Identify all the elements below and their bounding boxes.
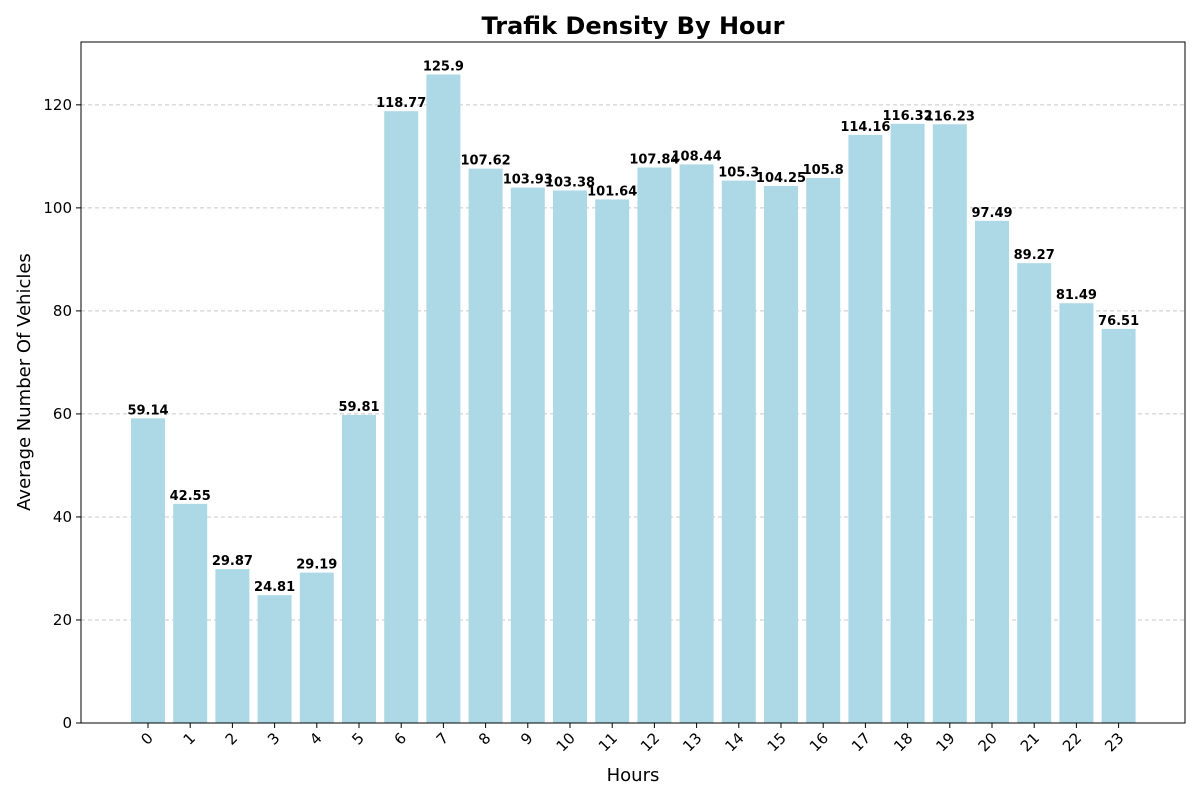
bar	[1059, 303, 1094, 723]
x-tick-label: 20	[975, 729, 1001, 755]
bar-value-label: 105.8	[803, 163, 844, 178]
chart-title: Trafik Density By Hour	[482, 12, 785, 40]
bar-value-label: 97.49	[971, 206, 1012, 221]
x-tick-label: 7	[433, 729, 452, 748]
y-tick-label: 20	[53, 611, 72, 629]
bar-value-label: 125.9	[423, 59, 464, 74]
y-tick-label: 80	[53, 302, 72, 320]
y-tick-label: 100	[43, 199, 72, 217]
bar-value-label: 24.81	[254, 580, 295, 595]
bar	[342, 414, 376, 723]
bar	[131, 418, 165, 723]
x-tick-label: 9	[517, 729, 536, 748]
bar	[384, 111, 419, 724]
bar	[975, 220, 1009, 723]
x-tick-label: 10	[553, 729, 579, 755]
bar	[553, 190, 587, 723]
x-tick-label: 0	[137, 729, 156, 748]
x-tick-label: 3	[264, 729, 283, 748]
bar	[679, 164, 714, 724]
bar	[848, 134, 883, 723]
bar-value-label: 103.38	[545, 175, 595, 190]
x-tick-label: 18	[890, 729, 916, 755]
x-axis-ticks: 0 1 2 3 4 5 6 7 8 9 10 11 12 13 14 15 16 17 18 19 20 21 22 23	[137, 723, 1127, 755]
y-axis-ticks: 0 20 40 60 80 100 120	[43, 96, 81, 732]
x-axis-label: Hours	[607, 765, 660, 786]
bar	[595, 199, 630, 724]
bar-value-label: 116.23	[925, 109, 975, 124]
bar	[1101, 328, 1136, 723]
x-tick-label: 14	[721, 729, 747, 755]
bar-value-label: 114.16	[840, 120, 890, 135]
x-tick-label: 5	[348, 729, 367, 748]
y-axis-label: Average Number Of Vehicles	[14, 253, 35, 511]
bar-value-label: 59.81	[338, 400, 379, 415]
bar-value-label: 76.51	[1098, 314, 1139, 329]
bar	[299, 572, 334, 723]
x-tick-label: 17	[848, 729, 874, 755]
bar	[806, 177, 841, 723]
bar	[173, 503, 208, 723]
x-tick-label: 2	[222, 729, 241, 748]
x-tick-label: 16	[806, 729, 832, 755]
bar-value-label: 89.27	[1014, 248, 1055, 263]
bar-value-label: 118.77	[376, 96, 426, 111]
x-tick-label: 1	[180, 729, 199, 748]
bar	[721, 180, 756, 724]
bar	[468, 168, 503, 724]
bar-value-label: 81.49	[1056, 288, 1097, 303]
y-tick-label: 60	[53, 405, 72, 423]
x-tick-label: 23	[1101, 729, 1127, 755]
bar	[1017, 263, 1052, 723]
bar	[510, 187, 545, 724]
x-tick-label: 6	[391, 729, 410, 748]
bar-value-label: 101.64	[587, 184, 637, 199]
x-tick-label: 12	[637, 729, 663, 755]
bar-value-label: 107.84	[629, 152, 679, 167]
y-tick-label: 40	[53, 508, 72, 526]
plot-area-frame	[80, 41, 1186, 724]
bar-value-label: 29.87	[212, 554, 253, 569]
x-tick-label: 22	[1059, 729, 1085, 755]
bar	[932, 124, 967, 723]
bar	[890, 123, 925, 723]
x-tick-label: 4	[306, 729, 325, 748]
bar-value-label: 103.93	[503, 173, 553, 188]
bar-value-label: 108.44	[672, 149, 722, 164]
bar-value-label: 59.14	[127, 403, 168, 418]
x-tick-label: 8	[475, 729, 494, 748]
x-tick-label: 13	[679, 729, 705, 755]
x-tick-label: 15	[764, 729, 790, 755]
bar	[637, 167, 672, 723]
bar-value-label: 104.25	[756, 171, 806, 186]
bar-value-label: 105.3	[718, 166, 759, 181]
x-tick-label: 11	[595, 729, 621, 755]
bar	[764, 185, 798, 723]
bar-value-label: 116.32	[883, 109, 933, 124]
bar-value-label: 42.55	[170, 489, 211, 504]
y-tick-label: 120	[43, 96, 72, 114]
x-tick-label: 21	[1017, 729, 1043, 755]
bar-value-label: 29.19	[296, 558, 337, 573]
bar	[215, 569, 250, 723]
y-tick-label: 0	[62, 714, 72, 732]
bar-value-label: 107.62	[461, 154, 511, 169]
bars	[131, 74, 1136, 724]
x-tick-label: 19	[932, 729, 958, 755]
bar	[426, 74, 461, 723]
bar	[257, 595, 292, 723]
